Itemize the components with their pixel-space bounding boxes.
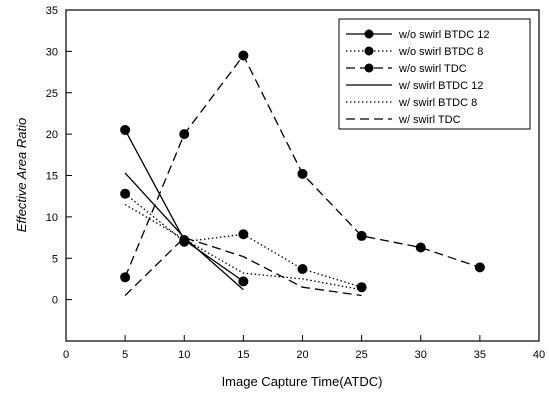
- x-tick-label: 15: [237, 349, 249, 361]
- y-tick-label: 10: [46, 212, 58, 224]
- x-tick-label: 40: [533, 349, 545, 361]
- y-tick-label: 25: [46, 88, 58, 100]
- series-3-point: [297, 168, 308, 179]
- legend: w/o swirl BTDC 12 w/o swirl BTDC 8 w/o swi…: [338, 18, 531, 130]
- x-axis: 0 5 10 15 20 25 30 35 40: [63, 335, 545, 361]
- x-tick-label: 10: [178, 349, 190, 361]
- x-tick-label: 25: [356, 349, 368, 361]
- x-tick-label: 35: [474, 349, 486, 361]
- series-1-point: [238, 276, 249, 287]
- y-tick-label: 20: [46, 129, 58, 141]
- legend-marker: [364, 63, 374, 73]
- series-2-point: [238, 229, 249, 240]
- legend-label: w/ swirl TDC: [398, 114, 461, 126]
- series-2-point: [297, 264, 308, 275]
- series-3-point: [415, 242, 426, 253]
- y-tick-label: 30: [46, 46, 58, 58]
- legend-marker: [364, 29, 374, 39]
- series-3-point: [120, 272, 131, 283]
- x-axis-title: Image Capture Time(ATDC): [222, 374, 383, 389]
- y-axis-title: Effective Area Ratio: [14, 118, 29, 232]
- x-tick-label: 5: [122, 349, 128, 361]
- y-tick-label: 5: [52, 253, 58, 265]
- legend-label: w/ swirl BTDC 12: [398, 80, 483, 92]
- series-layer: [120, 50, 485, 297]
- series-2-point: [120, 188, 131, 199]
- x-tick-label: 30: [415, 349, 427, 361]
- series-line-4: [124, 172, 244, 291]
- x-tick-label: 0: [63, 349, 69, 361]
- series-3-point: [179, 129, 190, 140]
- y-tick-label: 15: [46, 171, 58, 183]
- series-3-point: [474, 262, 485, 273]
- series-2-point: [356, 282, 367, 293]
- legend-marker: [364, 46, 374, 56]
- legend-label: w/o swirl BTDC 8: [398, 46, 483, 58]
- y-axis: 0 5 10 15 20 25 30 35: [46, 5, 72, 307]
- series-3-point: [238, 50, 249, 61]
- series-1-point: [120, 124, 131, 135]
- x-tick-label: 20: [296, 349, 308, 361]
- series-line-2: [124, 193, 362, 288]
- y-tick-label: 35: [46, 5, 58, 17]
- series-line-1: [124, 129, 244, 282]
- legend-label: w/o swirl BTDC 12: [398, 29, 489, 41]
- series-line-6: [124, 236, 362, 297]
- legend-label: w/ swirl BTDC 8: [398, 97, 477, 109]
- series-line-5: [124, 203, 362, 291]
- y-tick-label: 0: [52, 295, 58, 307]
- legend-label: w/o swirl TDC: [398, 63, 467, 75]
- series-3-point: [356, 230, 367, 241]
